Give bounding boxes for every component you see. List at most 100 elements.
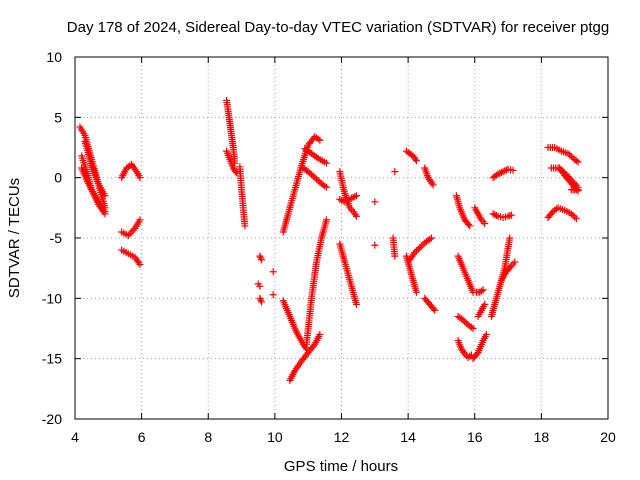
series-arc-33 <box>421 294 439 314</box>
data-point <box>572 157 580 165</box>
series-arc-18 <box>301 145 331 167</box>
data-point <box>412 157 420 165</box>
series-arc-41 <box>469 331 490 363</box>
series-arc-37 <box>454 337 475 361</box>
data-point <box>136 174 144 182</box>
series-arc-4 <box>81 137 109 200</box>
data-point <box>509 166 517 174</box>
series-arc-23 <box>336 192 360 206</box>
data-point <box>349 193 357 201</box>
series-arc-14 <box>269 268 277 276</box>
data-point <box>473 350 481 358</box>
data-point <box>511 258 519 266</box>
series-arc-44 <box>487 234 514 320</box>
data-point <box>504 212 512 220</box>
y-tick-label: 5 <box>54 109 62 125</box>
data-point <box>323 216 331 224</box>
data-point <box>499 168 507 176</box>
series-arc-30 <box>421 164 437 189</box>
data-point <box>412 247 420 255</box>
x-tick-label: 10 <box>267 429 283 445</box>
data-point <box>507 211 515 219</box>
series-arc-40 <box>474 300 489 320</box>
x-tick-label: 6 <box>138 429 146 445</box>
data-point <box>477 287 485 295</box>
data-point <box>569 211 577 219</box>
data-point <box>301 343 309 351</box>
data-point <box>241 222 249 230</box>
series-arc-11 <box>256 252 266 264</box>
data-point <box>494 170 502 178</box>
data-point <box>506 212 514 220</box>
data-point <box>257 296 265 304</box>
data-point <box>461 318 469 326</box>
data-point <box>314 177 322 185</box>
series-arc-35 <box>454 252 477 296</box>
data-point <box>574 158 582 166</box>
data-point <box>371 241 379 249</box>
data-marks <box>76 96 582 384</box>
data-point <box>351 211 359 219</box>
series-arc-16 <box>279 133 324 236</box>
series-arc-50 <box>567 186 582 194</box>
y-tick-label: 0 <box>54 170 62 186</box>
data-point <box>347 194 355 202</box>
x-tick-label: 18 <box>534 429 550 445</box>
series-arc-21 <box>303 216 331 348</box>
y-tick-label: -5 <box>50 230 63 246</box>
data-point <box>469 325 477 332</box>
series-arc-42 <box>489 165 517 182</box>
series-arc-22 <box>336 168 360 220</box>
data-point <box>416 244 424 252</box>
y-tick-label: -10 <box>42 290 62 306</box>
data-point <box>306 169 314 177</box>
series-arc-26 <box>371 241 379 249</box>
series-arc-32 <box>406 234 435 264</box>
y-tick-labels: -20 -15 -10 -5 0 5 10 <box>42 49 62 427</box>
data-point <box>352 212 360 220</box>
series-arc-36 <box>454 312 477 332</box>
data-point <box>311 174 319 182</box>
plot-frame <box>74 56 609 420</box>
series-arc-38 <box>471 204 489 228</box>
y-tick-label: -15 <box>42 351 62 367</box>
data-point <box>314 135 322 143</box>
data-point <box>309 172 317 180</box>
series-arc-39 <box>472 286 487 296</box>
data-point <box>310 342 318 350</box>
series-arc-8 <box>223 96 239 167</box>
data-point <box>313 175 321 183</box>
data-point <box>316 136 324 144</box>
data-point <box>506 234 514 242</box>
series-arc-10 <box>236 163 249 230</box>
chart-title: Day 178 of 2024, Sidereal Day-to-day VTE… <box>67 19 609 36</box>
x-axis-label: GPS time / hours <box>284 458 398 475</box>
data-point <box>412 288 420 296</box>
series-arc-24 <box>336 240 360 308</box>
data-point <box>391 168 399 176</box>
x-tick-label: 8 <box>204 429 212 445</box>
data-point <box>479 286 487 294</box>
x-tick-label: 4 <box>71 429 79 445</box>
data-point <box>258 298 266 306</box>
data-point <box>323 183 331 191</box>
y-axis-label: SDTVAR / TECUs <box>6 178 23 298</box>
data-point <box>501 167 509 175</box>
data-point <box>136 261 144 269</box>
x-tick-label: 16 <box>467 429 483 445</box>
data-point <box>136 216 144 224</box>
data-point <box>466 222 474 230</box>
y-tick-label: 10 <box>46 49 62 65</box>
series-arc-20 <box>286 331 324 384</box>
data-point <box>414 245 422 253</box>
data-point <box>492 211 500 219</box>
x-tick-label: 14 <box>400 429 416 445</box>
data-point <box>566 151 574 159</box>
data-point <box>481 300 489 308</box>
series-arc-29 <box>402 147 420 165</box>
series-arc-49 <box>556 164 582 195</box>
data-point <box>567 153 575 161</box>
series-arc-34 <box>452 192 474 230</box>
data-point <box>304 168 312 176</box>
series-arc-3 <box>78 164 109 215</box>
